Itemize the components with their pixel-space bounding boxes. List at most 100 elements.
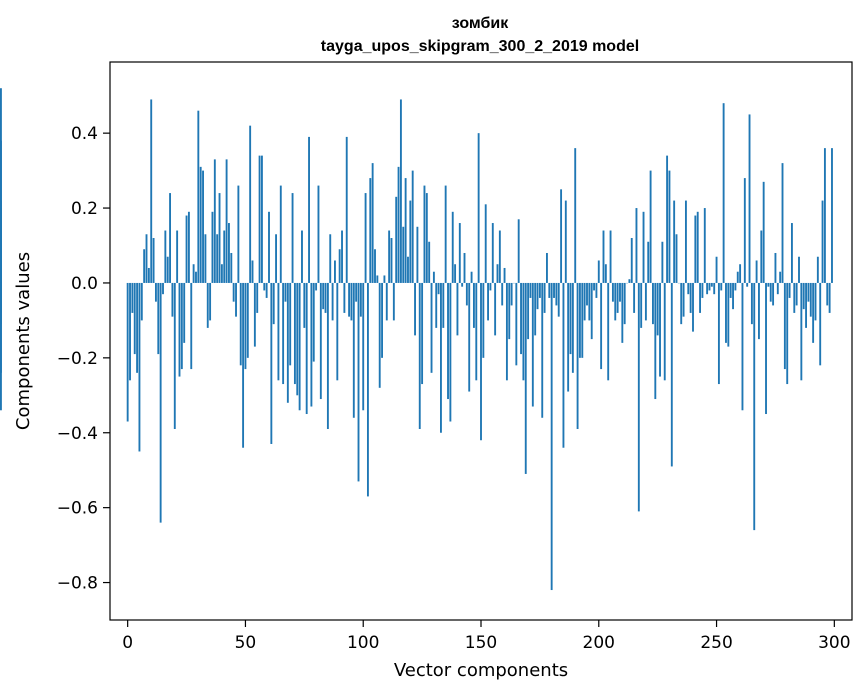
bar	[366, 282, 369, 497]
bar	[317, 185, 320, 283]
bar	[159, 282, 162, 523]
bar	[722, 103, 725, 283]
bar	[432, 271, 435, 283]
bar	[755, 260, 758, 283]
bar	[640, 282, 643, 328]
bar	[440, 282, 442, 433]
bar	[546, 252, 548, 283]
bar	[814, 282, 817, 321]
bar	[562, 282, 565, 448]
bar	[390, 238, 393, 283]
bar	[319, 282, 322, 400]
y-tick-label: 0.4	[71, 124, 98, 144]
bar	[720, 282, 723, 291]
bar	[383, 275, 386, 283]
bar	[616, 282, 619, 313]
bar	[790, 223, 793, 283]
x-tick-label: 50	[235, 633, 257, 653]
bar	[286, 282, 289, 403]
bar	[675, 234, 678, 283]
bar	[162, 282, 164, 295]
y-tick-label: 0.2	[71, 199, 98, 219]
bar	[211, 211, 214, 283]
chart-subtitle: tayga_upos_skipgram_300_2_2019 model	[321, 38, 639, 55]
bar	[239, 282, 242, 366]
x-tick-label: 200	[583, 633, 615, 653]
bar	[171, 282, 174, 317]
bar	[416, 226, 419, 283]
bar	[739, 264, 742, 283]
bar	[442, 282, 445, 328]
bar	[713, 282, 716, 295]
bar	[663, 282, 666, 381]
bar	[816, 256, 819, 283]
bar	[202, 170, 204, 283]
bar	[487, 282, 489, 321]
bar	[388, 230, 391, 283]
bar	[560, 189, 563, 283]
bar	[310, 282, 313, 407]
bar	[696, 211, 699, 283]
bar	[397, 166, 400, 283]
bar	[706, 282, 709, 295]
bar	[569, 282, 572, 355]
bar	[209, 282, 212, 321]
bar	[152, 238, 155, 283]
bar	[359, 282, 362, 317]
bar	[345, 136, 348, 283]
bar	[571, 282, 574, 373]
bar	[543, 282, 546, 313]
bar	[715, 256, 718, 283]
bar	[496, 264, 499, 283]
bar	[336, 282, 339, 381]
bar	[381, 282, 383, 358]
bar	[143, 249, 146, 283]
bar	[659, 282, 661, 377]
bar	[524, 282, 527, 474]
bar	[774, 252, 777, 283]
bar	[769, 282, 772, 302]
y-tick-label: −0.2	[57, 349, 98, 369]
bar	[553, 282, 555, 298]
y-tick-label: −0.4	[57, 424, 98, 444]
bar	[178, 282, 181, 377]
bar	[593, 282, 595, 291]
bar	[430, 282, 433, 373]
bar	[421, 282, 424, 385]
bar	[305, 282, 308, 415]
bar	[220, 264, 223, 283]
bar	[341, 230, 343, 283]
bar	[223, 230, 226, 283]
bar	[463, 252, 466, 283]
bar	[548, 282, 551, 298]
bar	[126, 282, 129, 422]
bar	[812, 282, 815, 343]
bar	[673, 200, 676, 283]
bar	[633, 282, 636, 313]
bar	[451, 211, 454, 283]
bar	[647, 241, 650, 283]
bar	[185, 215, 188, 283]
bar	[475, 282, 478, 381]
bar	[268, 211, 270, 283]
bar	[265, 282, 268, 298]
bar	[505, 282, 508, 381]
bar	[195, 271, 197, 283]
bar	[649, 170, 652, 283]
bar	[150, 99, 153, 283]
bar	[734, 282, 737, 291]
bar	[225, 159, 228, 283]
bar	[350, 282, 353, 321]
bar	[298, 282, 301, 411]
bar	[312, 282, 315, 362]
plot-frame	[109, 61, 853, 621]
bar	[374, 249, 376, 283]
bar	[289, 282, 292, 366]
bar	[409, 200, 412, 283]
bar	[244, 282, 247, 370]
bar	[489, 282, 492, 291]
bar	[251, 260, 254, 283]
bar	[795, 282, 798, 306]
bar	[449, 282, 452, 422]
